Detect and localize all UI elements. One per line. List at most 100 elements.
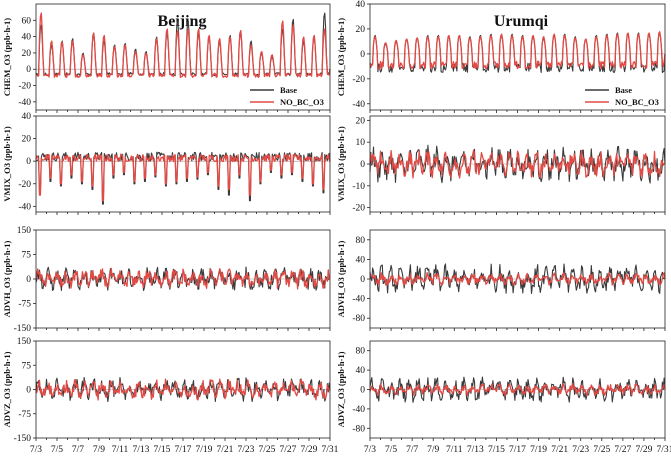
panel-urumqi-chem: -40 -20 0 20 40 CHEM_O3 (ppb·h-1) Base NO_BC_O3 — [336, 0, 666, 113]
series-line-no-bc — [369, 272, 666, 286]
x-tick-label: 7/23 — [572, 445, 589, 455]
y-tick-label: -40 — [18, 202, 31, 212]
y-tick-label: -150 — [14, 434, 32, 444]
series-line-no-bc — [369, 382, 666, 397]
series-line-no-bc — [369, 149, 666, 179]
y-tick-label: -150 — [14, 324, 32, 334]
y-tick-label: 10 — [356, 138, 366, 148]
y-axis-label: ADVH_O3 (ppb·h-1) — [2, 240, 12, 317]
y-tick-label: 75 — [22, 251, 32, 261]
y-tick-label: 20 — [22, 49, 32, 59]
y-tick-label: -80 — [352, 424, 365, 434]
y-tick-label: 80 — [356, 347, 366, 357]
x-tick-label: 7/3 — [30, 445, 42, 455]
y-tick-label: -40 — [352, 295, 365, 305]
panel-beijing-chem: -40 -20 0 20 40 60 CHEM_O3 (ppb·h-1) Base NO_BC_… — [2, 3, 331, 113]
y-tick-label: -80 — [352, 314, 365, 324]
y-tick-label: 40 — [356, 0, 366, 10]
x-tick-label: 7/21 — [217, 445, 234, 455]
y-tick-label: -40 — [18, 98, 31, 108]
x-tick-label: 7/3 — [364, 445, 376, 455]
y-tick-label: 0 — [360, 386, 365, 396]
legend-label-base: Base — [615, 85, 632, 95]
y-tick-label: -20 — [352, 204, 365, 214]
y-tick-label: -20 — [352, 75, 365, 85]
x-tick-label: 7/7 — [406, 445, 418, 455]
x-tick-label: 7/25 — [593, 445, 610, 455]
x-tick-label: 7/31 — [657, 445, 671, 455]
x-tick-label: 7/19 — [196, 445, 213, 455]
y-tick-label: 40 — [356, 366, 366, 376]
y-axis-label: ADVZ_O3 (ppb·h-1) — [2, 351, 12, 427]
y-tick-label: 40 — [356, 255, 366, 265]
x-tick-label: 7/17 — [509, 445, 526, 455]
y-tick-label: 150 — [17, 337, 32, 347]
panel-beijing-vmix: -40 -20 0 20 40 VMIX_O3 (ppb·h-1) — [2, 112, 331, 215]
y-tick-label: 0 — [26, 275, 31, 285]
series-line-no-bc — [35, 378, 331, 401]
x-tick-label: 7/11 — [112, 445, 129, 455]
legend-label-base: Base — [280, 85, 297, 95]
x-tick-label: 7/27 — [280, 445, 297, 455]
x-tick-label: 7/9 — [93, 445, 105, 455]
y-axis-label: ADVH_O3 (ppb·h-1) — [336, 240, 346, 317]
x-tick-label: 7/23 — [238, 445, 255, 455]
y-tick-label: 0 — [26, 386, 31, 396]
title-urumqi: Urumqi — [494, 13, 549, 30]
panel-beijing-advh: -150 -75 0 75 150 ADVH_O3 (ppb·h-1) — [2, 226, 331, 334]
series-line-base — [369, 376, 666, 403]
x-tick-label: 7/29 — [635, 445, 652, 455]
series-line-no-bc — [369, 31, 666, 70]
x-tick-label: 7/9 — [427, 445, 439, 455]
x-tick-label: 7/29 — [301, 445, 318, 455]
y-tick-label: -20 — [18, 180, 31, 190]
legend-label-no-bc: NO_BC_O3 — [615, 97, 659, 107]
y-tick-label: 40 — [22, 112, 32, 122]
y-tick-label: 0 — [360, 50, 365, 60]
y-tick-label: 0 — [26, 65, 31, 75]
y-tick-label: -40 — [352, 100, 365, 110]
y-tick-label: -20 — [18, 82, 31, 92]
y-tick-label: 80 — [356, 236, 366, 246]
series-line-no-bc — [35, 153, 331, 202]
y-tick-label: -75 — [18, 300, 31, 310]
y-axis-label: CHEM_O3 (ppb·h-1) — [336, 18, 346, 96]
x-tick-label: 7/13 — [133, 445, 150, 455]
y-tick-label: 20 — [356, 116, 366, 126]
panel-urumqi-advh: -80 -40 0 40 80 ADVH_O3 (ppb·h-1) — [336, 229, 666, 331]
plot-frame — [35, 115, 331, 213]
panel-beijing-advz: -150 -75 0 75 150 ADVZ_O3 (ppb·h-1) 7/3 7/5 7/7 7… — [2, 337, 339, 455]
x-tick-label: 7/11 — [446, 445, 463, 455]
y-tick-label: -75 — [18, 410, 31, 420]
y-axis-label: VMIX_O3 (ppb·h-1) — [336, 126, 346, 201]
legend-label-no-bc: NO_BC_O3 — [280, 97, 324, 107]
y-axis-label: ADVZ_O3 (ppb·h-1) — [336, 351, 346, 427]
x-tick-label: 7/7 — [72, 445, 84, 455]
x-tick-label: 7/5 — [385, 445, 397, 455]
x-tick-label: 7/27 — [614, 445, 631, 455]
y-tick-label: 75 — [22, 361, 32, 371]
y-axis-label: CHEM_O3 (ppb·h-1) — [2, 18, 12, 96]
y-tick-label: 0 — [360, 160, 365, 170]
title-beijing: Beijing — [158, 13, 207, 30]
y-tick-label: 60 — [22, 16, 32, 26]
series-line-no-bc — [35, 267, 331, 290]
y-tick-label: 40 — [22, 33, 32, 43]
x-tick-label: 7/25 — [259, 445, 276, 455]
y-axis-label: VMIX_O3 (ppb·h-1) — [2, 126, 12, 201]
panel-urumqi-vmix: -20 -10 0 10 20 VMIX_O3 (ppb·h-1) — [336, 115, 666, 215]
x-tick-label: 7/21 — [551, 445, 568, 455]
y-tick-label: 20 — [22, 135, 32, 145]
y-tick-label: 0 — [360, 275, 365, 285]
y-tick-label: -10 — [352, 182, 365, 192]
panel-urumqi-advz: -80 -40 0 40 80 ADVZ_O3 (ppb·h-1) 7/3 7/5 7/7 7/9… — [336, 340, 671, 455]
series-line-no-bc — [35, 12, 331, 79]
y-tick-label: 20 — [356, 25, 366, 35]
x-tick-label: 7/15 — [488, 445, 505, 455]
x-tick-label: 7/19 — [530, 445, 547, 455]
y-tick-label: 150 — [17, 226, 32, 236]
x-tick-label: 7/17 — [175, 445, 192, 455]
x-tick-label: 7/13 — [467, 445, 484, 455]
x-tick-label: 7/5 — [51, 445, 63, 455]
